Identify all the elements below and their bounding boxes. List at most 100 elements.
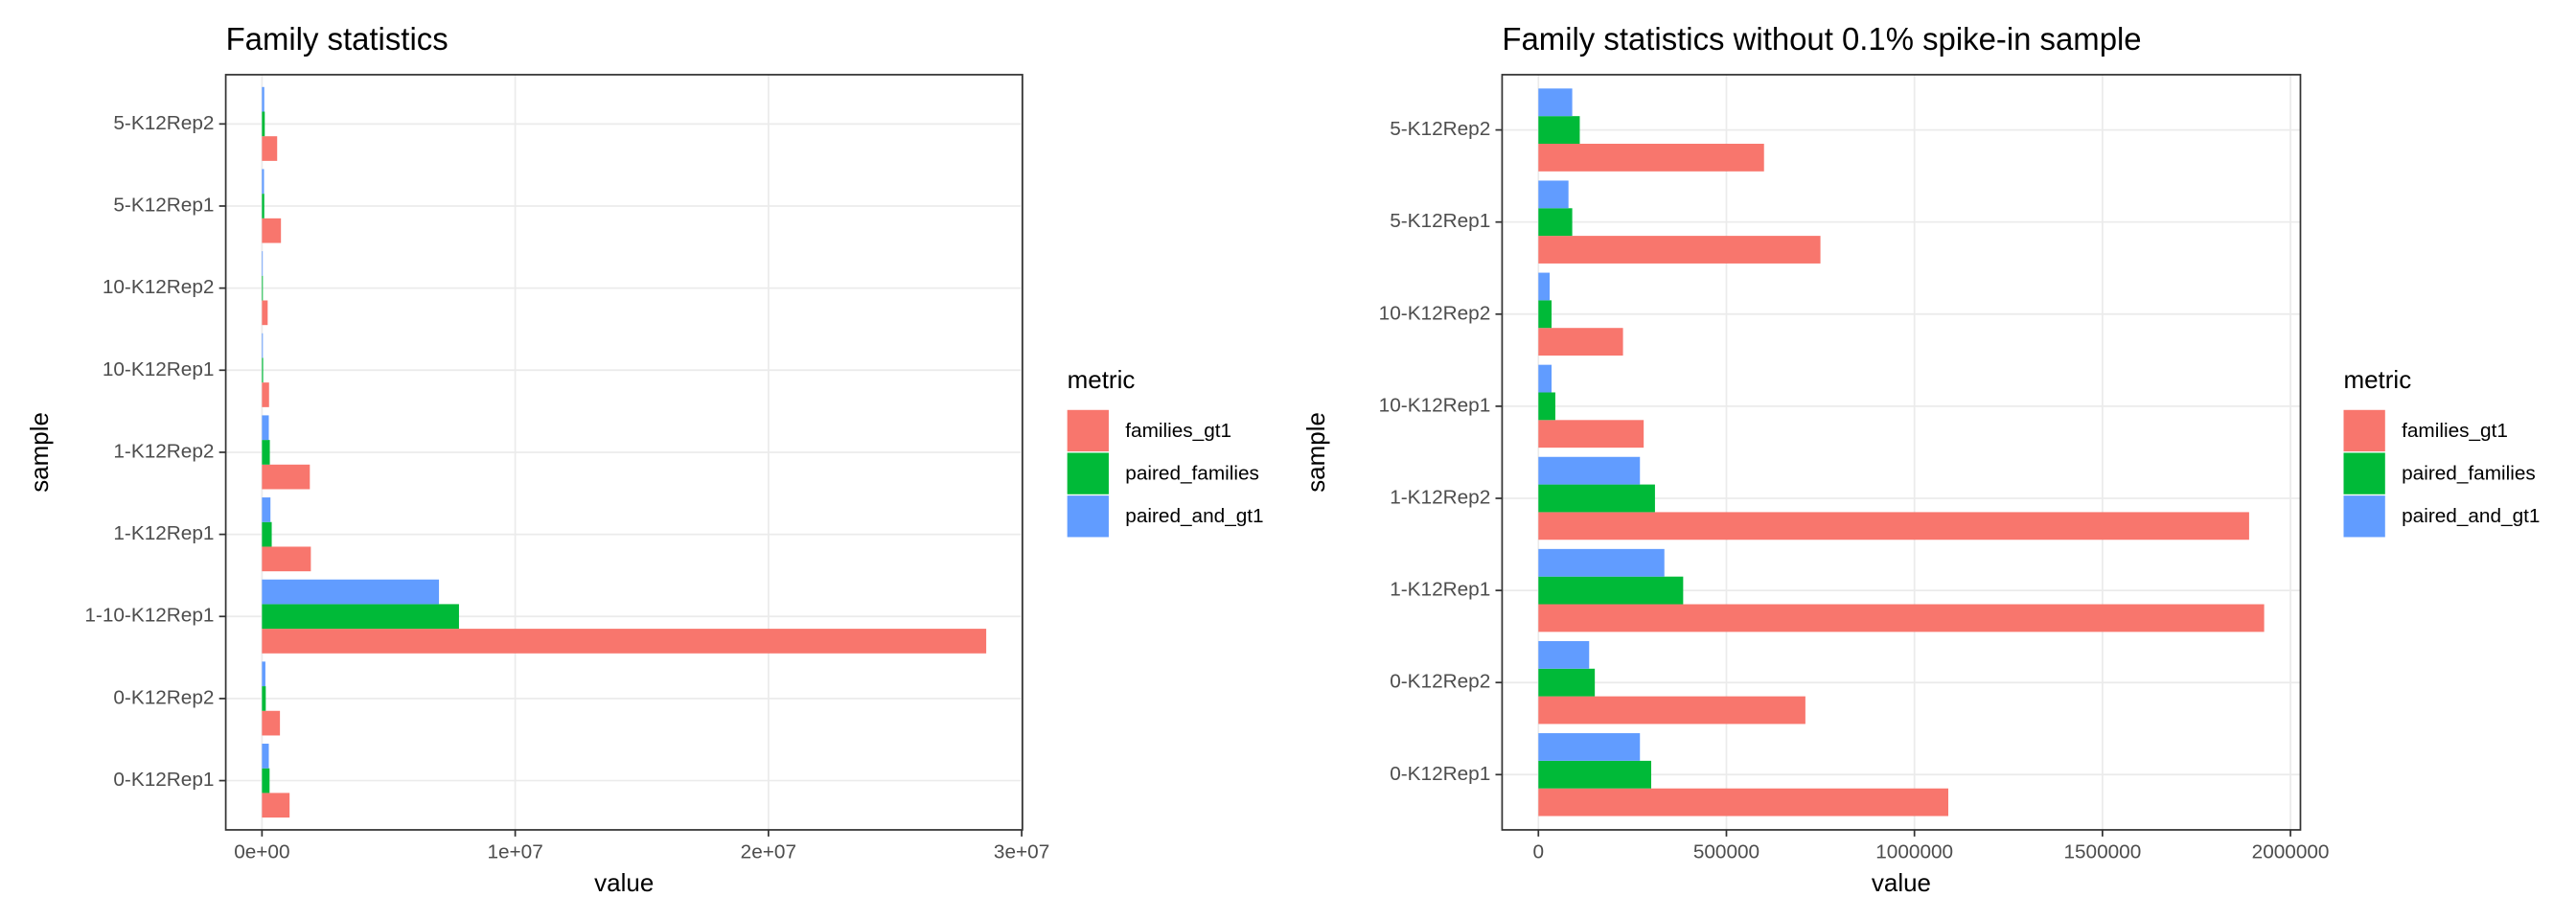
x-axis-title: value — [1872, 868, 1931, 897]
bar — [1538, 512, 2249, 540]
legend-label: paired_families — [2402, 462, 2536, 484]
bar — [262, 382, 269, 407]
y-tick-label: 1-K12Rep2 — [1390, 486, 1490, 508]
legend-key — [1067, 452, 1109, 494]
legend-label: paired_families — [1125, 462, 1259, 484]
y-tick-label: 10-K12Rep1 — [1379, 394, 1491, 416]
legend-label: paired_and_gt1 — [1125, 505, 1263, 527]
y-tick-label: 5-K12Rep2 — [113, 112, 214, 134]
legend-title: metric — [1068, 365, 1136, 394]
legend-key — [1067, 495, 1109, 538]
bar — [1538, 668, 1596, 697]
bar — [262, 136, 278, 161]
legend-key — [2343, 452, 2385, 494]
chart-title: Family statistics without 0.1% spike-in … — [1502, 21, 2141, 57]
bar — [1538, 180, 1569, 209]
legend-label: families_gt1 — [2402, 420, 2508, 442]
bar — [262, 111, 265, 137]
bar — [1538, 576, 1684, 605]
y-tick-label: 0-K12Rep2 — [1390, 671, 1490, 693]
bar — [262, 300, 268, 326]
x-tick-label: 500000 — [1693, 841, 1760, 863]
bar — [1538, 733, 1641, 761]
bar — [262, 218, 282, 243]
legend-key — [2343, 495, 2385, 538]
bar — [1538, 456, 1641, 485]
y-tick-label: 5-K12Rep1 — [113, 194, 214, 216]
bar — [1538, 364, 1552, 393]
bar — [262, 497, 271, 522]
bar — [262, 357, 264, 383]
y-tick-label: 5-K12Rep1 — [1390, 210, 1490, 232]
chart-title: Family statistics — [226, 21, 448, 57]
bar — [262, 686, 266, 711]
y-tick-label: 10-K12Rep2 — [1379, 302, 1491, 324]
bar — [1538, 300, 1552, 329]
bar — [1538, 392, 1555, 421]
bar — [1538, 236, 1821, 264]
y-tick-label: 0-K12Rep1 — [113, 769, 214, 791]
legend-title: metric — [2343, 365, 2411, 394]
y-tick-label: 1-10-K12Rep1 — [84, 605, 214, 627]
y-axis-title: sample — [1301, 412, 1330, 493]
bar — [262, 744, 269, 769]
y-tick-label: 1-K12Rep1 — [1390, 579, 1490, 601]
bar — [262, 415, 269, 441]
bar — [262, 546, 311, 572]
y-tick-label: 0-K12Rep1 — [1390, 763, 1490, 785]
legend-label: paired_and_gt1 — [2402, 505, 2540, 527]
bar — [262, 604, 459, 630]
legend-label: families_gt1 — [1125, 420, 1231, 442]
x-tick-label: 2000000 — [2252, 841, 2330, 863]
y-axis-title: sample — [25, 412, 54, 493]
bar — [1538, 548, 1665, 577]
y-tick-label: 1-K12Rep1 — [113, 522, 214, 544]
bar — [262, 169, 264, 195]
bar — [1538, 604, 2265, 632]
bar — [262, 86, 264, 112]
x-tick-label: 1500000 — [2063, 841, 2141, 863]
bar — [262, 661, 265, 687]
bar — [1538, 144, 1764, 172]
y-tick-label: 10-K12Rep1 — [103, 358, 215, 380]
y-tick-label: 10-K12Rep2 — [103, 276, 215, 298]
bar — [262, 629, 987, 654]
bar — [1538, 116, 1580, 145]
x-tick-label: 2e+07 — [741, 841, 796, 863]
bar — [1538, 208, 1573, 237]
panel-border — [224, 74, 1024, 831]
bar — [1538, 788, 1948, 816]
bar — [262, 579, 440, 605]
bar — [262, 275, 264, 301]
bar — [1538, 640, 1590, 669]
y-tick-label: 5-K12Rep2 — [1390, 118, 1490, 140]
x-tick-label: 0 — [1533, 841, 1545, 863]
bar — [1538, 272, 1551, 301]
x-axis-title: value — [594, 868, 654, 897]
bar — [262, 793, 290, 818]
bar — [262, 440, 270, 465]
x-tick-label: 1000000 — [1875, 841, 1953, 863]
x-tick-label: 0e+00 — [234, 841, 289, 863]
bar — [1538, 484, 1655, 513]
bar — [262, 251, 264, 276]
panel-border — [1501, 74, 2302, 831]
x-tick-label: 1e+07 — [487, 841, 542, 863]
bar — [1538, 696, 1806, 724]
bar — [262, 768, 270, 794]
bar — [262, 464, 310, 490]
y-tick-label: 0-K12Rep2 — [113, 686, 214, 708]
bar — [262, 710, 281, 736]
bar — [1538, 328, 1623, 356]
bar — [1538, 88, 1573, 117]
x-tick-label: 3e+07 — [994, 841, 1049, 863]
legend-key — [2343, 409, 2385, 452]
bar — [262, 194, 264, 218]
legend-key — [1067, 409, 1109, 452]
bar — [262, 333, 264, 358]
bar — [1538, 420, 1644, 448]
y-tick-label: 1-K12Rep2 — [113, 440, 214, 462]
bar — [262, 521, 272, 547]
bar — [1538, 760, 1652, 789]
